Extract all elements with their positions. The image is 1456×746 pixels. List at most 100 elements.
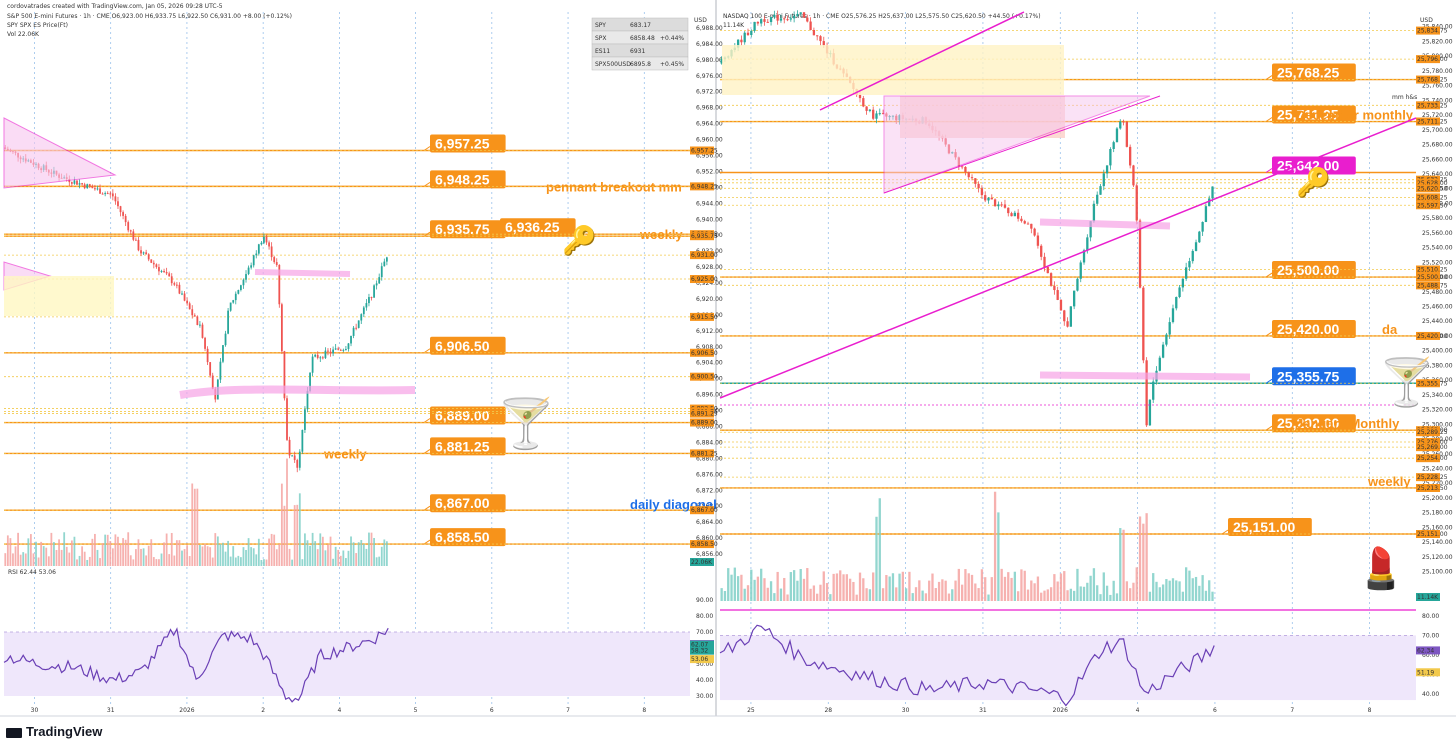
volume-bar bbox=[237, 555, 240, 566]
candle-body bbox=[219, 361, 222, 380]
watchlist-price: 683.17 bbox=[630, 22, 651, 29]
candle-body bbox=[1201, 221, 1204, 232]
candle-body bbox=[234, 293, 237, 301]
candle-body bbox=[298, 451, 301, 468]
tag-pointer bbox=[1221, 529, 1229, 535]
level-tag-text: 6,889.00 bbox=[435, 408, 490, 424]
rsi-badge-text: 62.07 bbox=[691, 642, 708, 649]
axis-badge bbox=[1416, 443, 1440, 452]
candle-body bbox=[1204, 206, 1208, 222]
volume-bar bbox=[345, 558, 347, 566]
rsi-badge-text: 58.32 bbox=[691, 648, 708, 655]
candle-body bbox=[288, 439, 291, 456]
axis-badge bbox=[1416, 117, 1440, 126]
volume-bar bbox=[1128, 588, 1132, 601]
rsi-tick-label: 60.00 bbox=[1422, 652, 1439, 659]
volume-bar bbox=[786, 594, 789, 601]
volume-bar bbox=[984, 577, 987, 601]
volume-bar bbox=[296, 504, 299, 566]
candle-body bbox=[222, 345, 224, 362]
volume-bar bbox=[211, 557, 214, 566]
candle-body bbox=[1092, 203, 1096, 222]
axis-badge bbox=[690, 558, 714, 566]
key-icon: 🔑 bbox=[1296, 165, 1331, 199]
volume-bar bbox=[378, 556, 381, 566]
volume-bar bbox=[792, 570, 796, 601]
price-tick-label: 6,856.00 bbox=[696, 551, 723, 558]
volume-bar bbox=[163, 542, 165, 566]
tag-pointer bbox=[1265, 75, 1273, 80]
volume-bar bbox=[352, 542, 355, 566]
candle-body bbox=[311, 356, 314, 373]
volume-bar bbox=[740, 574, 743, 601]
volume-bar bbox=[332, 558, 334, 566]
candle-body bbox=[94, 188, 96, 190]
volume-bar bbox=[908, 571, 911, 601]
volume-bar bbox=[27, 538, 30, 566]
candle-body bbox=[1040, 245, 1043, 257]
candle-body bbox=[324, 350, 327, 359]
candle-body bbox=[1046, 266, 1049, 274]
volume-bar bbox=[1204, 590, 1208, 601]
candle-body bbox=[186, 300, 189, 304]
candle-body bbox=[858, 94, 862, 99]
level-tag bbox=[1272, 105, 1356, 124]
level-note: December monthly bbox=[1296, 108, 1414, 123]
volume-bar bbox=[137, 539, 140, 566]
candle-body bbox=[1033, 228, 1036, 236]
rsi-tick-label: 30.00 bbox=[696, 693, 713, 700]
axis-badge-text: 25,254.00 bbox=[1417, 455, 1448, 462]
volume-bar bbox=[987, 594, 990, 601]
candle-body bbox=[240, 285, 242, 291]
candle-body bbox=[260, 242, 263, 245]
volume-bar bbox=[350, 536, 352, 566]
pennant-shape bbox=[3, 117, 117, 189]
volume-bar bbox=[1165, 579, 1168, 601]
volume-bar bbox=[1201, 575, 1204, 601]
candle-body bbox=[1013, 212, 1017, 217]
price-tick-label: 25,400.00 bbox=[1422, 348, 1453, 355]
volume-bar bbox=[1119, 528, 1122, 601]
volume-bar bbox=[848, 578, 852, 601]
volume-bar bbox=[19, 554, 22, 566]
volume-bar bbox=[1188, 570, 1191, 601]
volume-bar bbox=[1059, 573, 1063, 601]
candle-body bbox=[1066, 321, 1069, 327]
axis-unit: USD bbox=[694, 17, 707, 24]
candle-body bbox=[736, 39, 740, 48]
volume-bar bbox=[967, 573, 970, 601]
candle-body bbox=[1079, 262, 1082, 279]
candle-body bbox=[304, 409, 306, 430]
volume-bar bbox=[723, 591, 727, 601]
volume-bar bbox=[1115, 593, 1119, 601]
tag-pointer bbox=[1265, 117, 1273, 122]
volume-bar bbox=[245, 549, 247, 566]
volume-bar bbox=[1138, 516, 1142, 601]
volume-bar bbox=[216, 536, 219, 566]
candle-body bbox=[967, 172, 970, 178]
volume-bar bbox=[1102, 572, 1105, 601]
axis-badge bbox=[1416, 379, 1440, 388]
candle-body bbox=[1168, 322, 1171, 335]
rsi-tick-label: 40.00 bbox=[696, 677, 713, 684]
axis-badge-text: 25,796.00 bbox=[1417, 56, 1448, 63]
volume-bar bbox=[370, 532, 373, 566]
volume-bar bbox=[22, 552, 25, 566]
x-tick-label: 8 bbox=[642, 707, 646, 714]
volume-bar bbox=[1112, 580, 1115, 601]
left-symbol-title: S&P 500 E-mini Futures · 1h · CME O6,923… bbox=[7, 13, 292, 20]
volume-bar bbox=[260, 559, 263, 566]
level-tag-text: 6,948.25 bbox=[435, 171, 490, 187]
candle-body bbox=[1119, 121, 1122, 129]
volume-bar bbox=[147, 545, 150, 566]
volume-bar bbox=[769, 581, 773, 601]
candle-body bbox=[337, 348, 340, 350]
rsi-tick-label: 70.00 bbox=[1422, 632, 1439, 639]
volume-bar bbox=[76, 559, 78, 566]
volume-bar bbox=[743, 588, 746, 601]
candle-body bbox=[1138, 220, 1142, 288]
candle-body bbox=[101, 193, 104, 195]
volume-bar bbox=[1152, 573, 1155, 601]
axis-badge-text: 25,597.50 bbox=[1417, 202, 1448, 209]
watchlist-change: +0.44% bbox=[660, 35, 684, 42]
